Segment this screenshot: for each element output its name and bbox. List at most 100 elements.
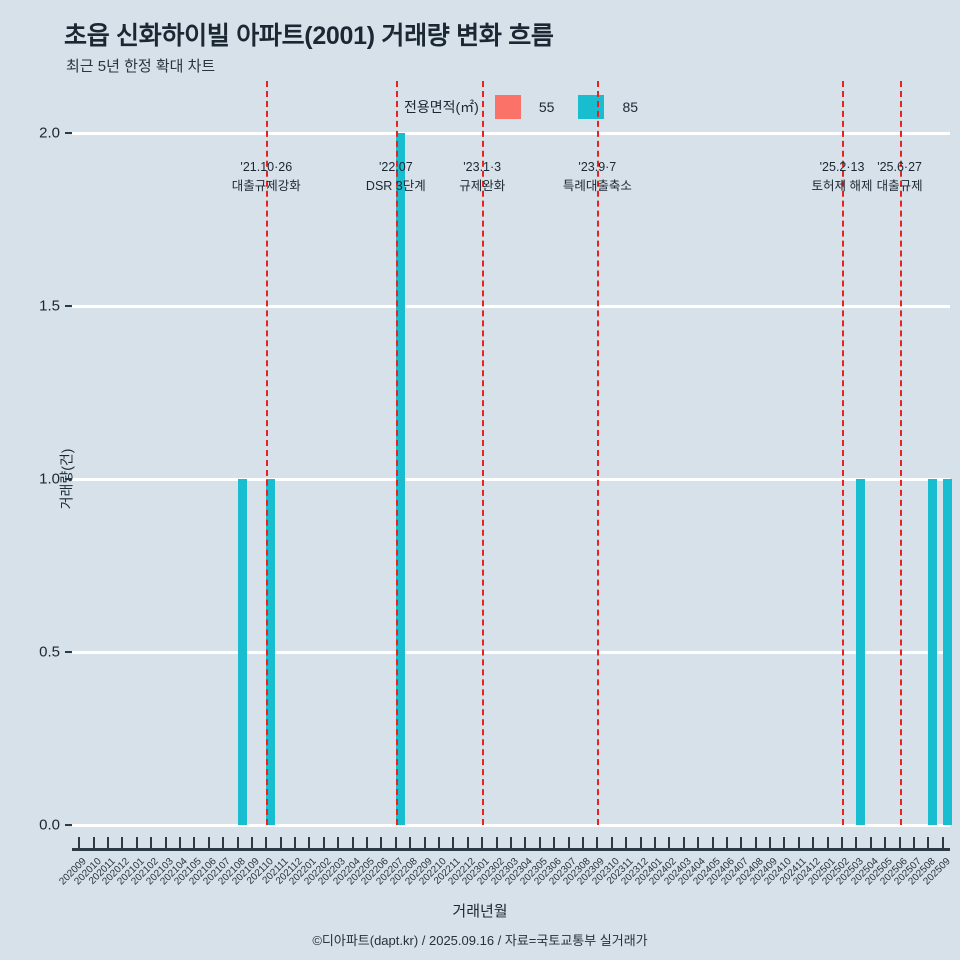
x-tick-mark xyxy=(841,837,844,848)
x-tick-mark xyxy=(135,837,138,848)
x-tick-mark xyxy=(553,837,556,848)
event-annotation-text: 토허제 해제 xyxy=(811,179,873,193)
event-annotation-date: '23.9·7 xyxy=(578,160,617,174)
y-tick-mark xyxy=(65,132,72,134)
gridline xyxy=(72,131,950,135)
x-tick-mark xyxy=(653,837,656,848)
legend-item-85[interactable]: 85 xyxy=(578,95,662,119)
x-tick-mark xyxy=(826,837,829,848)
y-tick-label: 0.0 xyxy=(39,816,60,834)
x-tick-mark xyxy=(294,837,297,848)
event-annotation: '23.1·3 규제완화 xyxy=(459,158,505,196)
legend-swatch-55 xyxy=(494,95,521,119)
bar[interactable] xyxy=(856,479,866,825)
event-annotation: '22.07 DSR 3단계 xyxy=(366,158,426,196)
x-tick-mark xyxy=(250,837,253,848)
x-tick-mark xyxy=(740,837,743,848)
y-tick-mark xyxy=(65,478,72,480)
y-tick-mark xyxy=(65,305,72,307)
x-tick-mark xyxy=(481,837,484,848)
x-tick-mark xyxy=(495,837,498,848)
x-tick-mark xyxy=(92,837,95,848)
x-tick-mark xyxy=(682,837,685,848)
x-tick-mark xyxy=(581,837,584,848)
event-line xyxy=(395,81,398,825)
x-tick-mark xyxy=(265,837,268,848)
x-tick-mark xyxy=(524,837,527,848)
gridline xyxy=(72,477,950,481)
gridline xyxy=(72,823,950,827)
x-tick-mark xyxy=(279,837,282,848)
event-line xyxy=(842,81,845,825)
x-tick-mark xyxy=(164,837,167,848)
legend-swatch-85 xyxy=(578,95,605,119)
x-tick-mark xyxy=(855,837,858,848)
x-tick-mark xyxy=(725,837,728,848)
chart-subtitle: 최근 5년 한정 확대 차트 xyxy=(66,58,216,75)
event-annotation-text: 규제완화 xyxy=(459,179,506,193)
event-annotation-text: 대출규제 xyxy=(876,179,923,193)
x-tick-mark xyxy=(567,837,570,848)
event-annotation: '21.10·26 대출규제강화 xyxy=(232,158,301,196)
event-annotation: '25.6·27 대출규제 xyxy=(877,158,923,196)
y-tick-label: 2.0 xyxy=(39,124,60,142)
x-tick-mark xyxy=(783,837,786,848)
x-axis-label: 거래년월 xyxy=(452,903,508,920)
legend-label-55: 55 xyxy=(538,99,555,115)
x-tick-mark xyxy=(106,837,109,848)
x-tick-mark xyxy=(754,837,757,848)
x-tick-mark xyxy=(812,837,815,848)
event-line xyxy=(899,81,902,825)
x-axis-line xyxy=(72,848,950,851)
legend-item-55[interactable]: 55 xyxy=(494,95,579,119)
legend-title: 전용면적(㎡) xyxy=(404,99,479,115)
event-annotation-text: DSR 3단계 xyxy=(365,179,426,193)
event-annotation-date: '25.2·13 xyxy=(819,160,865,174)
x-tick-mark xyxy=(538,837,541,848)
bar[interactable] xyxy=(928,479,938,825)
gridline xyxy=(72,650,950,654)
x-tick-mark xyxy=(797,837,800,848)
x-tick-mark xyxy=(769,837,772,848)
bar[interactable] xyxy=(266,479,276,825)
event-annotation-text: 대출규제강화 xyxy=(231,179,301,193)
x-tick-mark xyxy=(193,837,196,848)
x-tick-mark xyxy=(78,837,81,848)
x-tick-mark xyxy=(452,837,455,848)
y-tick-label: 1.0 xyxy=(39,470,60,488)
x-tick-mark xyxy=(380,837,383,848)
x-tick-mark xyxy=(308,837,311,848)
bar[interactable] xyxy=(237,479,247,825)
chart-title: 초읍 신화하이빌 아파트(2001) 거래량 변화 흐름 xyxy=(64,22,554,50)
x-tick-mark xyxy=(697,837,700,848)
bar[interactable] xyxy=(395,133,405,825)
x-tick-mark xyxy=(625,837,628,848)
x-tick-mark xyxy=(423,837,426,848)
y-tick-mark xyxy=(65,651,72,653)
x-tick-mark xyxy=(466,837,469,848)
gridline xyxy=(72,304,950,308)
x-tick-mark xyxy=(941,837,944,848)
x-tick-mark xyxy=(869,837,872,848)
x-tick-mark xyxy=(639,837,642,848)
event-line xyxy=(597,81,600,825)
x-tick-mark xyxy=(337,837,340,848)
x-tick-mark xyxy=(351,837,354,848)
bar[interactable] xyxy=(942,479,952,825)
event-line xyxy=(266,81,269,825)
x-tick-mark xyxy=(668,837,671,848)
x-tick-mark xyxy=(394,837,397,848)
x-tick-mark xyxy=(884,837,887,848)
event-annotation-date: '21.10·26 xyxy=(240,160,293,174)
x-tick-mark xyxy=(409,837,412,848)
x-tick-mark xyxy=(596,837,599,848)
chart-footer: ©디아파트(dapt.kr) / 2025.09.16 / 자료=국토교통부 실… xyxy=(312,933,648,948)
x-tick-mark xyxy=(322,837,325,848)
event-annotation-date: '22.07 xyxy=(379,160,413,174)
event-annotation-text: 특례대출축소 xyxy=(562,179,632,193)
event-annotation: '23.9·7 특례대출축소 xyxy=(563,158,632,196)
x-tick-mark xyxy=(222,837,225,848)
x-tick-mark xyxy=(438,837,441,848)
legend-label-85: 85 xyxy=(622,99,639,115)
